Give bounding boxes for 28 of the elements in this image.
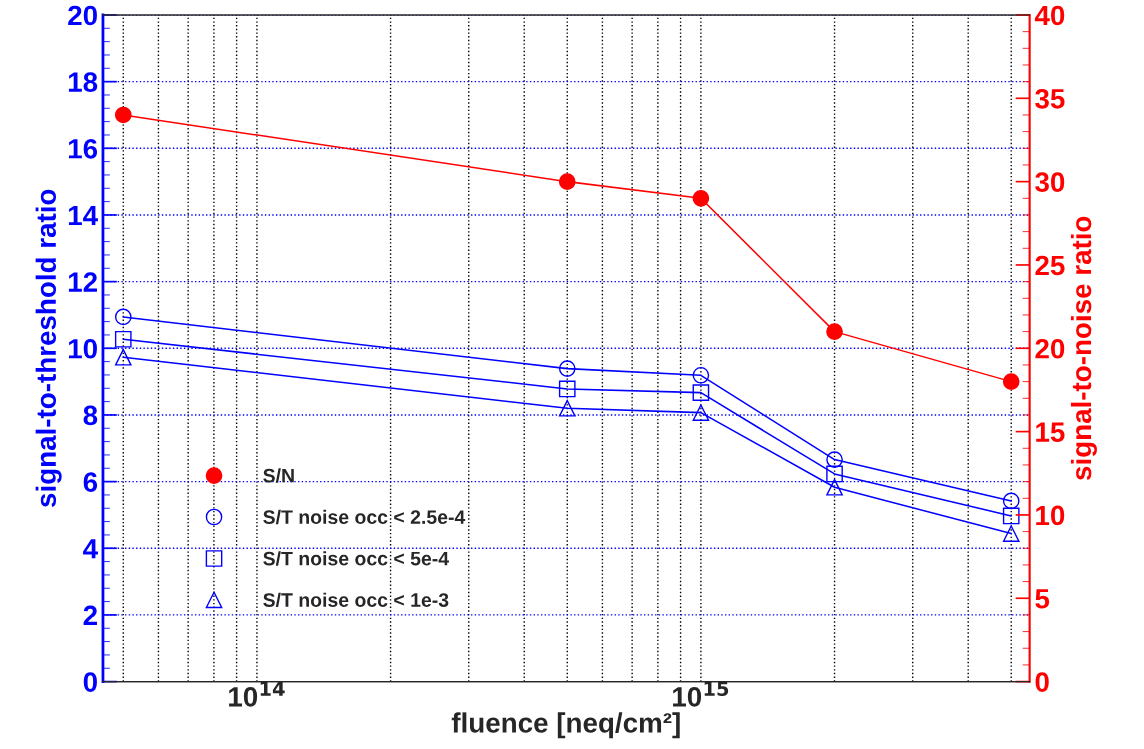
y-axis-title: signal-to-threshold ratio (35, 189, 62, 508)
y2-tick-label: 5 (1035, 589, 1050, 609)
y2-tick-label: 25 (1035, 255, 1065, 276)
y-tick-label: 20 (68, 5, 97, 26)
legend-label: S/T noise occ < 5e-4 (263, 551, 449, 566)
y2-tick-label: 30 (1035, 172, 1065, 193)
y-tick-label: 14 (68, 205, 98, 226)
y2-tick-label: 35 (1035, 88, 1065, 109)
y-tick-label: 0 (83, 672, 97, 692)
y2-tick-label: 10 (1036, 505, 1065, 526)
x-axis-title: fluence [neq/cm²] (451, 712, 680, 739)
legend-label: S/T noise occ < 1e-3 (263, 592, 449, 608)
y2-tick-label: 0 (1035, 672, 1049, 692)
y-tick-label: 6 (83, 472, 98, 492)
y-tick-label: 4 (83, 539, 98, 559)
y2-tick-label: 15 (1036, 422, 1065, 442)
y-tick-label: 12 (68, 272, 97, 292)
y2-tick-label: 20 (1035, 338, 1065, 359)
y-tick-label: 16 (68, 138, 98, 159)
legend-label: S/N (263, 468, 294, 483)
y-tick-label: 8 (83, 405, 98, 426)
y-tick-label: 10 (68, 338, 97, 359)
y2-tick-label: 40 (1034, 5, 1065, 26)
y-tick-label: 2 (83, 605, 97, 625)
x-tick-label: 10$^{14}$ (229, 681, 285, 707)
y2-axis-title: signal-to-noise ratio (1070, 216, 1097, 481)
y-tick-label: 18 (68, 72, 98, 92)
legend-label: S/T noise occ < 2.5e-4 (263, 509, 466, 525)
